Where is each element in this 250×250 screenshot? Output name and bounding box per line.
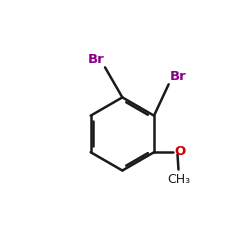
Text: CH₃: CH₃ xyxy=(167,174,190,186)
Text: O: O xyxy=(174,145,186,158)
Text: Br: Br xyxy=(87,54,104,66)
Text: Br: Br xyxy=(170,70,186,83)
